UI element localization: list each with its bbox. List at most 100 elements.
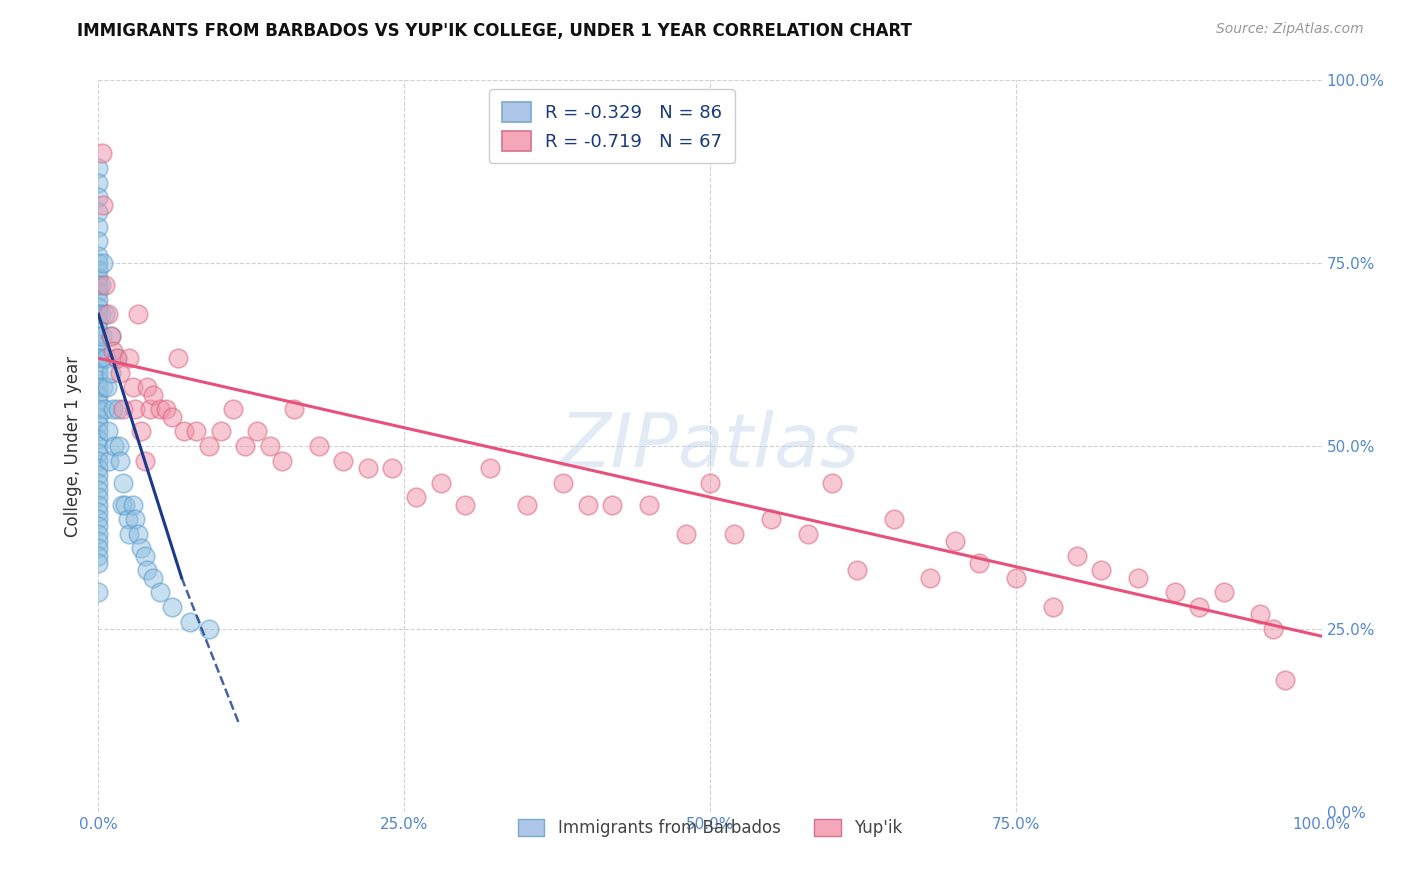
Point xyxy=(167,351,190,366)
Point xyxy=(222,402,245,417)
Point xyxy=(101,402,124,417)
Text: Source: ZipAtlas.com: Source: ZipAtlas.com xyxy=(1216,22,1364,37)
Point xyxy=(87,219,110,234)
Point xyxy=(478,461,501,475)
Point xyxy=(160,599,183,614)
Point xyxy=(233,439,256,453)
Point xyxy=(110,366,132,380)
Point xyxy=(430,475,453,490)
Point xyxy=(87,446,110,460)
Point xyxy=(87,541,110,556)
Point xyxy=(87,409,110,424)
Point xyxy=(107,402,129,417)
Legend: Immigrants from Barbados, Yup'ik: Immigrants from Barbados, Yup'ik xyxy=(512,812,908,844)
Point xyxy=(1249,607,1271,622)
Point xyxy=(87,161,110,175)
Point xyxy=(87,556,110,570)
Point xyxy=(186,425,208,439)
Point xyxy=(87,534,110,549)
Point xyxy=(93,278,115,293)
Point xyxy=(454,498,477,512)
Point xyxy=(127,526,149,541)
Point xyxy=(121,380,143,394)
Point xyxy=(87,249,110,263)
Point xyxy=(87,285,110,300)
Point xyxy=(883,512,905,526)
Point xyxy=(103,439,125,453)
Point xyxy=(117,512,139,526)
Point xyxy=(87,395,110,409)
Point xyxy=(87,549,110,563)
Point xyxy=(943,534,966,549)
Point xyxy=(93,307,115,321)
Point xyxy=(270,453,294,467)
Point xyxy=(87,270,110,285)
Point xyxy=(845,563,868,577)
Point xyxy=(1274,673,1296,687)
Point xyxy=(129,541,152,556)
Point xyxy=(94,351,117,366)
Point xyxy=(139,402,162,417)
Point xyxy=(118,351,141,366)
Point xyxy=(87,402,110,417)
Point xyxy=(87,351,110,366)
Point xyxy=(87,176,110,190)
Point xyxy=(197,439,219,453)
Point xyxy=(87,417,110,431)
Point xyxy=(136,563,159,577)
Point xyxy=(91,256,114,270)
Point xyxy=(87,388,110,402)
Point xyxy=(173,425,195,439)
Point xyxy=(87,234,110,248)
Point xyxy=(87,263,110,277)
Point xyxy=(87,366,110,380)
Point xyxy=(87,519,110,533)
Text: ZIPatlas: ZIPatlas xyxy=(560,410,860,482)
Point xyxy=(136,380,159,394)
Point xyxy=(90,278,112,293)
Point xyxy=(87,490,110,504)
Point xyxy=(87,307,110,321)
Point xyxy=(600,498,623,512)
Point xyxy=(124,402,146,417)
Point xyxy=(1188,599,1211,614)
Point xyxy=(87,343,110,358)
Point xyxy=(1042,599,1064,614)
Point xyxy=(105,351,128,366)
Point xyxy=(101,343,124,358)
Point xyxy=(108,439,131,453)
Point xyxy=(134,549,156,563)
Point xyxy=(1066,549,1088,563)
Point xyxy=(127,307,149,321)
Point xyxy=(91,329,114,343)
Y-axis label: College, Under 1 year: College, Under 1 year xyxy=(65,355,83,537)
Point xyxy=(87,300,110,314)
Point xyxy=(576,498,599,512)
Point xyxy=(675,526,697,541)
Point xyxy=(124,512,146,526)
Point xyxy=(821,475,844,490)
Point xyxy=(87,359,110,373)
Point xyxy=(723,526,745,541)
Point xyxy=(87,329,110,343)
Point xyxy=(87,483,110,497)
Point xyxy=(87,505,110,519)
Point xyxy=(118,526,141,541)
Point xyxy=(87,256,110,270)
Point xyxy=(100,366,122,380)
Point xyxy=(259,439,281,453)
Point xyxy=(761,512,783,526)
Point xyxy=(121,498,143,512)
Point xyxy=(1164,585,1187,599)
Point xyxy=(246,425,269,439)
Point xyxy=(87,585,110,599)
Point xyxy=(142,388,165,402)
Point xyxy=(90,307,112,321)
Point xyxy=(87,373,110,387)
Point xyxy=(1090,563,1112,577)
Point xyxy=(87,526,110,541)
Point xyxy=(87,205,110,219)
Point xyxy=(87,336,110,351)
Point xyxy=(1128,571,1150,585)
Point xyxy=(87,432,110,446)
